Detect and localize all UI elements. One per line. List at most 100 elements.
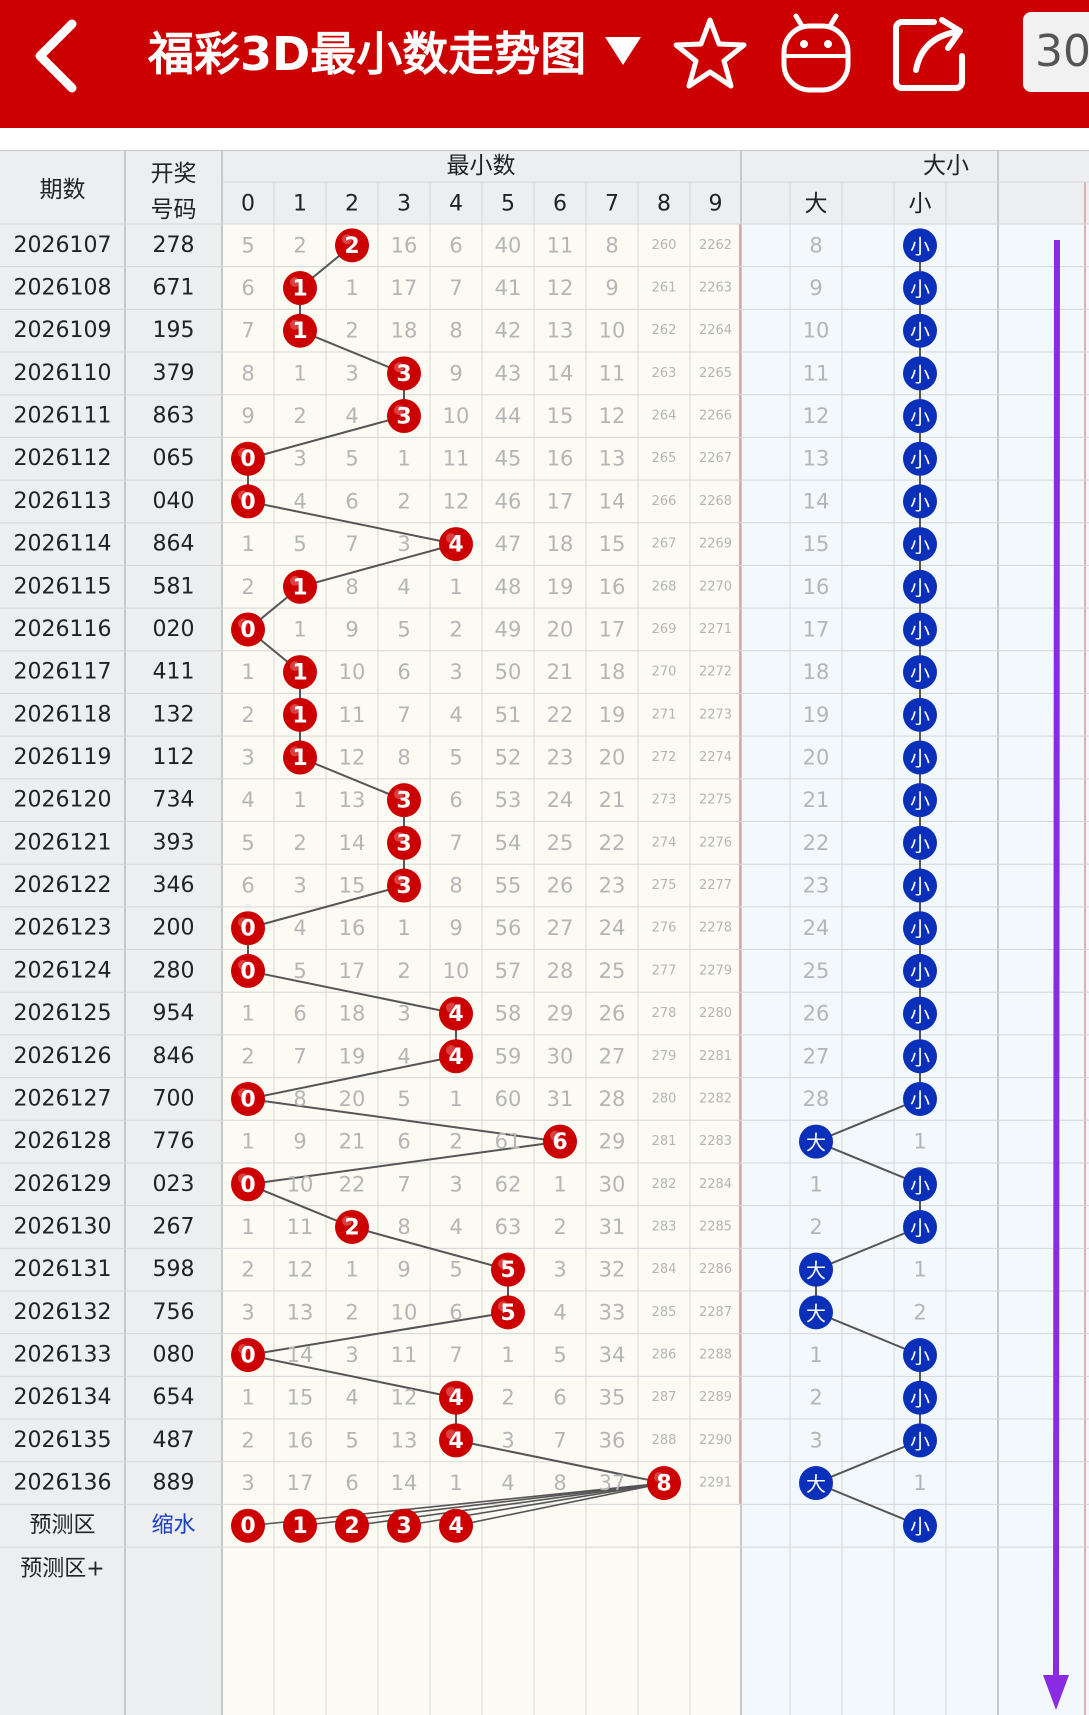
- draw-number: 734: [153, 788, 195, 813]
- draw-number: 654: [153, 1385, 195, 1410]
- draw-number: 487: [153, 1428, 195, 1453]
- miss-count: 1: [553, 1172, 566, 1196]
- size-ball-big: [799, 1295, 833, 1330]
- miss-count: 10: [443, 959, 470, 983]
- issue-number: 2026114: [14, 532, 112, 557]
- size-ball-label: 小: [910, 490, 930, 514]
- size-ball-label: 小: [910, 448, 930, 472]
- miss-count: 36: [599, 1428, 626, 1452]
- issue-number: 2026136: [14, 1471, 112, 1496]
- miss-count: 2285: [699, 1219, 732, 1234]
- issue-number: 2026127: [14, 1086, 112, 1111]
- shrink-link[interactable]: 缩水: [151, 1513, 195, 1538]
- miss-count: 1: [397, 447, 410, 471]
- prediction-size-ball[interactable]: [903, 1508, 937, 1543]
- miss-count: 32: [599, 1258, 626, 1282]
- min-ball: [231, 911, 265, 946]
- size-ball-label: 大: [806, 1301, 826, 1325]
- chevron-left-icon[interactable]: [28, 16, 88, 96]
- miss-count: 41: [495, 276, 522, 300]
- miss-count: 18: [803, 660, 830, 684]
- miss-count: 7: [293, 1044, 306, 1068]
- miss-count: 2278: [699, 921, 732, 936]
- miss-count: 43: [495, 361, 522, 385]
- size-ball-label: 小: [910, 960, 930, 984]
- size-ball-label: 小: [910, 1344, 930, 1368]
- issue-number: 2026128: [14, 1129, 112, 1154]
- miss-count: 8: [809, 233, 822, 257]
- miss-count: 2: [241, 1428, 254, 1452]
- miss-count: 8: [345, 575, 358, 599]
- draw-number: 379: [153, 361, 195, 386]
- prediction-ball[interactable]: [335, 1508, 369, 1543]
- min-ball: [543, 1124, 577, 1159]
- min-ball: [387, 399, 421, 434]
- size-ball-label: 大: [806, 1472, 826, 1496]
- miss-count: 15: [599, 532, 626, 556]
- miss-count: 3: [293, 447, 306, 471]
- miss-count: 9: [809, 276, 822, 300]
- size-ball-small: [903, 1209, 937, 1244]
- min-ball-label: 0: [240, 447, 255, 472]
- miss-count: 1: [913, 1258, 926, 1282]
- draw-number: 598: [153, 1257, 195, 1282]
- issue-number: 2026124: [14, 958, 112, 983]
- prediction-ball[interactable]: [387, 1508, 421, 1543]
- miss-count: 2: [809, 1215, 822, 1239]
- prediction-ball[interactable]: [231, 1508, 265, 1543]
- prediction-ball-label: 3: [396, 1514, 411, 1539]
- miss-count: 2: [241, 1258, 254, 1282]
- prediction-ball[interactable]: [283, 1508, 317, 1543]
- miss-count: 12: [803, 404, 830, 428]
- miss-count: 1: [241, 532, 254, 556]
- star-icon[interactable]: [672, 12, 748, 92]
- miss-count: 56: [495, 916, 522, 940]
- page-title[interactable]: 福彩3D最小数走势图: [148, 27, 587, 81]
- size-ball-label: 小: [910, 1429, 930, 1453]
- miss-count: 2266: [699, 409, 732, 424]
- share-icon[interactable]: [890, 12, 974, 96]
- miss-count: 2290: [699, 1433, 732, 1448]
- min-ball-label: 0: [240, 917, 255, 942]
- miss-count: 16: [547, 447, 574, 471]
- issue-count-button[interactable]: 30: [1023, 12, 1089, 92]
- miss-count: 1: [913, 1471, 926, 1495]
- miss-count: 15: [547, 404, 574, 428]
- triangle-down-icon[interactable]: [605, 37, 641, 65]
- miss-count: 2264: [699, 323, 732, 338]
- min-ball: [231, 612, 265, 647]
- miss-count: 1: [293, 788, 306, 812]
- miss-count: 11: [803, 361, 830, 385]
- min-ball: [647, 1466, 681, 1501]
- draw-number: 040: [153, 489, 195, 514]
- prediction-ball[interactable]: [439, 1508, 473, 1543]
- miss-count: 3: [553, 1258, 566, 1282]
- miss-count: 31: [547, 1087, 574, 1111]
- miss-count: 272: [652, 750, 677, 765]
- size-ball-big: [799, 1252, 833, 1287]
- miss-count: 13: [391, 1428, 418, 1452]
- miss-count: 281: [652, 1134, 677, 1149]
- header-bg: [222, 150, 1089, 224]
- miss-count: 3: [501, 1428, 514, 1452]
- miss-count: 26: [547, 874, 574, 898]
- miss-count: 7: [397, 1172, 410, 1196]
- miss-count: 6: [397, 1130, 410, 1154]
- issue-number: 2026115: [14, 574, 112, 599]
- miss-count: 11: [339, 703, 366, 727]
- miss-count: 14: [599, 489, 626, 513]
- draw-number: 864: [153, 532, 195, 557]
- miss-count: 9: [397, 1258, 410, 1282]
- issue-number: 2026107: [14, 233, 112, 258]
- draw-number: 671: [153, 276, 195, 301]
- issue-number: 2026118: [14, 702, 112, 727]
- miss-count: 40: [495, 233, 522, 257]
- size-ball-small: [903, 953, 937, 988]
- min-ball-label: 3: [396, 405, 411, 430]
- miss-count: 1: [241, 660, 254, 684]
- miss-count: 6: [345, 489, 358, 513]
- miss-count: 5: [293, 959, 306, 983]
- miss-count: 10: [599, 319, 626, 343]
- robot-icon[interactable]: [778, 12, 854, 96]
- draw-number: 112: [153, 745, 195, 770]
